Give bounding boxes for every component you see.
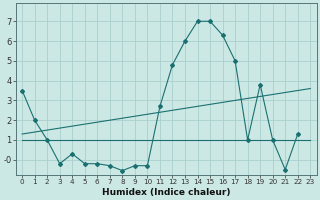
X-axis label: Humidex (Indice chaleur): Humidex (Indice chaleur) — [102, 188, 230, 197]
